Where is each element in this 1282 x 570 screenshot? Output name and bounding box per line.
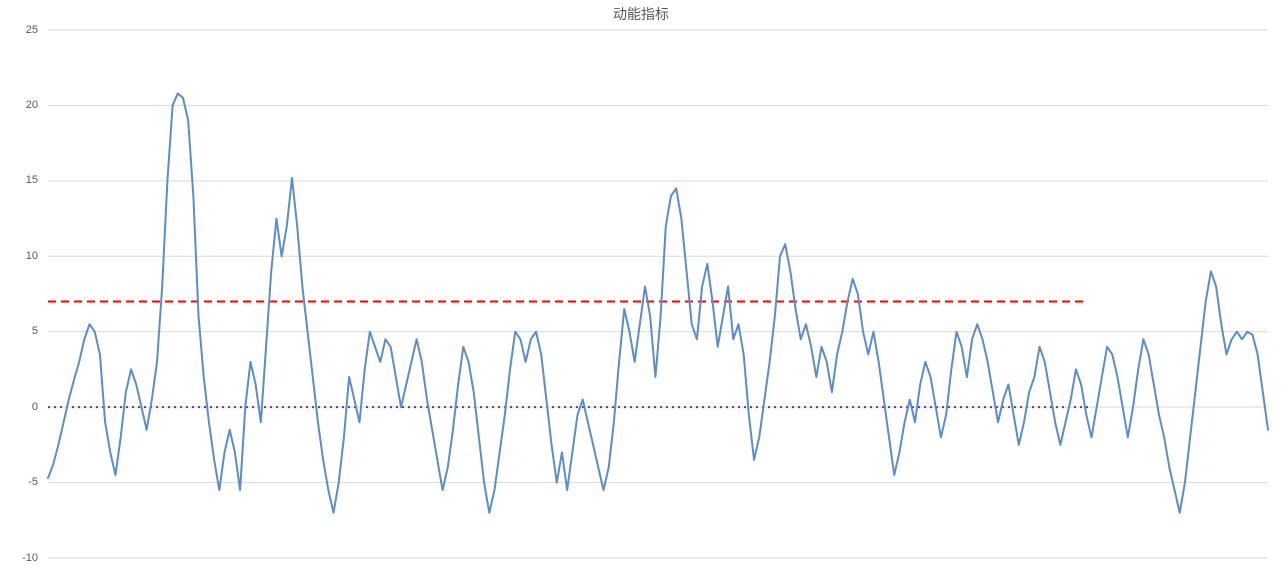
y-tick-label: 15 (0, 174, 38, 186)
chart-plot-svg (0, 0, 1282, 570)
y-tick-label: -10 (0, 552, 38, 564)
y-tick-label: 20 (0, 99, 38, 111)
momentum-chart: 动能指标 -10-50510152025 (0, 0, 1282, 570)
y-tick-label: 10 (0, 250, 38, 262)
y-tick-label: 5 (0, 325, 38, 337)
y-tick-label: 0 (0, 401, 38, 413)
y-tick-label: -5 (0, 476, 38, 488)
y-tick-label: 25 (0, 24, 38, 36)
series-main (48, 93, 1268, 512)
